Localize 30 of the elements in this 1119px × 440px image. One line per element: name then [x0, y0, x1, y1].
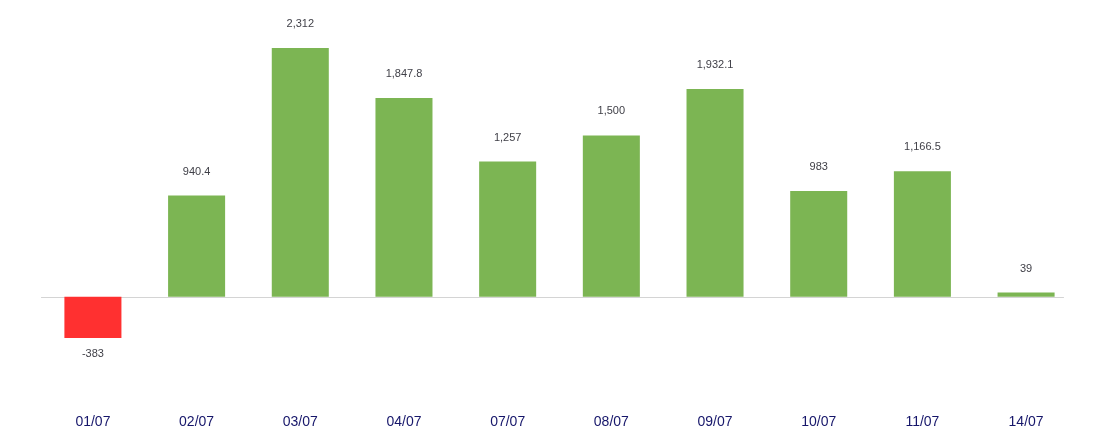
- x-tick-label: 03/07: [282, 413, 319, 430]
- bar: [790, 191, 848, 297]
- x-tick-label: 10/07: [801, 413, 837, 430]
- x-tick-label: 01/07: [75, 413, 111, 430]
- bar: [686, 88, 744, 297]
- x-tick-label: 14/07: [1008, 413, 1044, 430]
- x-tick-label: 11/07: [905, 413, 940, 430]
- x-tick-label: 08/07: [593, 413, 630, 430]
- data-label: 1,847.8: [385, 66, 423, 79]
- bar: [271, 48, 329, 297]
- data-label: 39: [1019, 261, 1033, 274]
- data-label: 1,257: [493, 130, 522, 143]
- bar: [64, 296, 122, 338]
- x-tick-label: 02/07: [179, 413, 215, 430]
- data-label: 1,500: [597, 104, 626, 117]
- data-label: 983: [809, 160, 828, 173]
- data-label: -383: [81, 347, 104, 360]
- bar: [375, 97, 433, 297]
- bar: [168, 195, 226, 297]
- bar: [479, 161, 537, 297]
- data-label: 1,166.5: [904, 140, 941, 153]
- bar: [997, 292, 1055, 297]
- bar: [582, 135, 640, 297]
- x-tick-label: 09/07: [697, 413, 733, 430]
- bar: [893, 171, 951, 297]
- data-label: 2,312: [286, 17, 315, 30]
- x-tick-label: 07/07: [490, 413, 526, 430]
- x-tick-label: 04/07: [386, 413, 422, 430]
- data-label: 940.4: [182, 164, 211, 177]
- data-label: 1,932.1: [696, 57, 734, 70]
